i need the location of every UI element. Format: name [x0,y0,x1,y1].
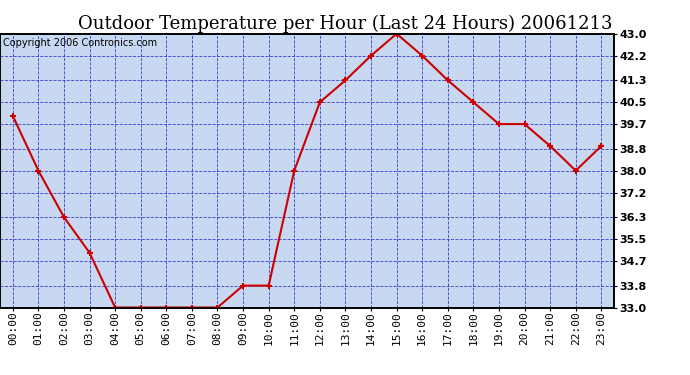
Text: Copyright 2006 Contronics.com: Copyright 2006 Contronics.com [3,38,157,48]
Text: Outdoor Temperature per Hour (Last 24 Hours) 20061213: Outdoor Temperature per Hour (Last 24 Ho… [78,15,612,33]
